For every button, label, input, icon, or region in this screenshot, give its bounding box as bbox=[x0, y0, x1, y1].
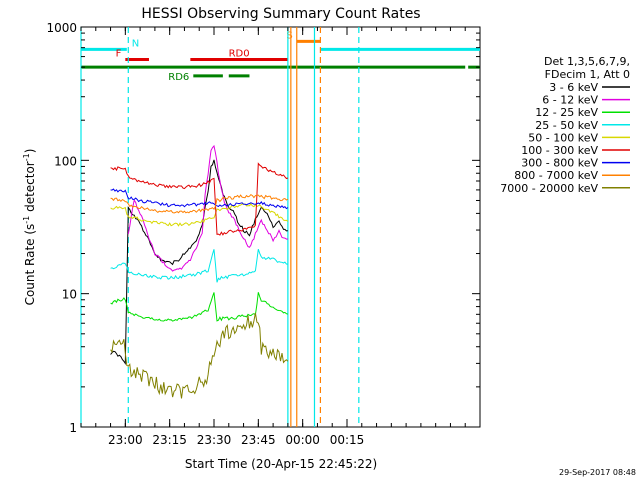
series-line bbox=[110, 188, 289, 210]
series-line bbox=[110, 292, 289, 322]
x-tick-label: 23:15 bbox=[152, 433, 187, 447]
x-tick-label: 23:00 bbox=[108, 433, 143, 447]
vertical-markers bbox=[80, 27, 360, 427]
y-label-sup2: -1 bbox=[22, 153, 31, 161]
flag-label: RD6 bbox=[168, 72, 189, 83]
flag-label: N bbox=[132, 38, 139, 49]
y-tick-label: 100 bbox=[54, 154, 77, 168]
y-label-end: ) bbox=[23, 149, 37, 154]
legend-entry-label: 300 - 800 keV bbox=[521, 157, 598, 170]
y-tick-label: 1000 bbox=[46, 21, 77, 35]
y-label-sup1: -1 bbox=[22, 216, 31, 224]
series-line bbox=[110, 249, 288, 283]
flag-bars: NF RD0 S RD6 bbox=[81, 30, 480, 83]
legend-entry-label: 7000 - 20000 keV bbox=[500, 182, 598, 195]
series-line bbox=[127, 144, 288, 272]
legend-entry-label: 100 - 300 keV bbox=[521, 144, 598, 157]
x-axis-ticks: 23:00 23:15 23:30 23:45 00:00 00:15 bbox=[80, 27, 481, 447]
y-tick-label: 10 bbox=[62, 288, 77, 302]
series-line bbox=[110, 162, 289, 236]
legend-entry-label: 12 - 25 keV bbox=[535, 106, 598, 119]
legend-entry-label: 3 - 6 keV bbox=[549, 81, 598, 94]
legend-entry-label: 6 - 12 keV bbox=[542, 94, 598, 107]
legend-entry-label: 800 - 7000 keV bbox=[514, 169, 598, 182]
series-line bbox=[110, 203, 289, 227]
legend-title-1: Det 1,3,5,6,7,9, bbox=[544, 55, 630, 68]
y-label-mid: detector bbox=[23, 161, 37, 216]
timestamp: 29-Sep-2017 08:48 bbox=[559, 468, 636, 477]
x-axis-label: Start Time (20-Apr-15 22:45:22) bbox=[185, 457, 377, 471]
chart-title: HESSI Observing Summary Count Rates bbox=[141, 6, 420, 22]
x-tick-label: 23:30 bbox=[197, 433, 232, 447]
legend-title-2: FDecim 1, Att 0 bbox=[545, 68, 630, 81]
series-group bbox=[110, 144, 289, 399]
legend-entry-label: 50 - 100 keV bbox=[528, 131, 598, 144]
y-axis-ticks: 1 10 100 1000 bbox=[46, 21, 480, 435]
legend-entry-label: 25 - 50 keV bbox=[535, 119, 598, 132]
legend: Det 1,3,5,6,7,9, FDecim 1, Att 0 3 - 6 k… bbox=[500, 55, 630, 195]
series-line bbox=[110, 312, 289, 399]
flag-label: RD0 bbox=[229, 49, 250, 60]
plot-frame bbox=[80, 26, 481, 428]
y-tick-label: 1 bbox=[69, 421, 77, 435]
x-tick-label: 00:00 bbox=[285, 433, 320, 447]
x-tick-label: 23:45 bbox=[241, 433, 276, 447]
flag-label: F bbox=[116, 49, 122, 60]
series-line bbox=[110, 193, 289, 214]
x-tick-label: 00:15 bbox=[330, 433, 365, 447]
flag-label: S bbox=[286, 30, 292, 41]
series-line bbox=[110, 159, 288, 366]
y-axis-label: Count Rate (s-1 detector-1) bbox=[22, 149, 37, 306]
y-label-main: Count Rate (s bbox=[23, 224, 37, 306]
